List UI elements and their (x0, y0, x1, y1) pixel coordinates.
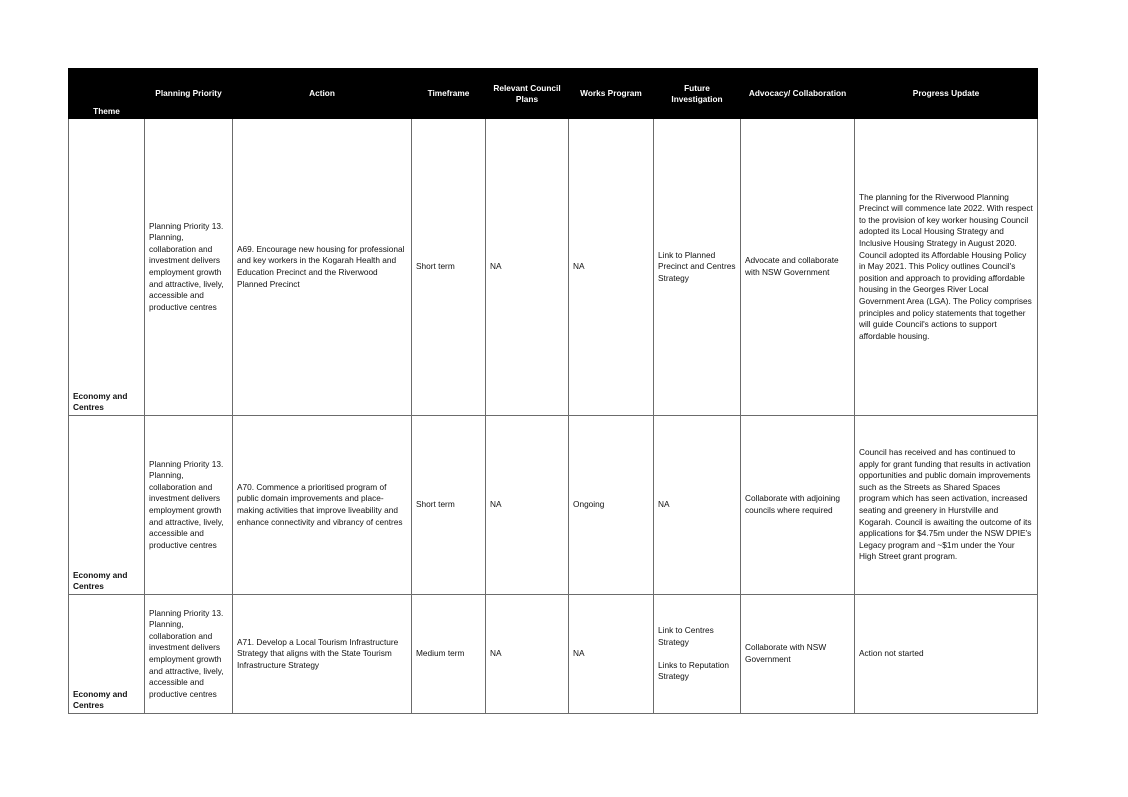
timeframe-cell: Short term (411, 118, 486, 416)
future-investigation-item: Links to Reputation Strategy (658, 659, 730, 682)
header-row: Theme Planning Priority Action Timeframe… (68, 68, 1038, 119)
theme-cell: Economy and Centres (68, 118, 145, 416)
header-planning-priority: Planning Priority (144, 68, 233, 119)
planning-priority-cell: Planning Priority 13. Planning, collabor… (144, 594, 233, 714)
header-relevant-council-plans: Relevant Council Plans (485, 68, 569, 119)
theme-cell: Economy and Centres (68, 415, 145, 595)
timeframe-cell: Short term (411, 415, 486, 595)
progress-update-cell: Action not started (854, 594, 1038, 714)
action-cell: A71. Develop a Local Tourism Infrastruct… (232, 594, 412, 714)
header-theme: Theme (68, 68, 145, 119)
future-investigation-cell: Link to Planned Precinct and Centres Str… (653, 118, 741, 416)
action-cell: A69. Encourage new housing for professio… (232, 118, 412, 416)
future-investigation-item: NA (658, 499, 670, 510)
timeframe-cell: Medium term (411, 594, 486, 714)
relevant-council-plans-cell: NA (485, 118, 569, 416)
future-investigation-item: Link to Planned Precinct and Centres Str… (658, 249, 736, 283)
future-investigation-cell: Link to Centres Strategy Links to Reputa… (653, 594, 741, 714)
table-body: Economy and Centres Planning Priority 13… (68, 118, 1038, 714)
works-program-cell: NA (568, 594, 654, 714)
works-program-cell: Ongoing (568, 415, 654, 595)
header-progress-update: Progress Update (854, 68, 1038, 119)
planning-priority-cell: Planning Priority 13. Planning, collabor… (144, 415, 233, 595)
table-row: Economy and Centres Planning Priority 13… (68, 118, 1038, 416)
theme-cell: Economy and Centres (68, 594, 145, 714)
advocacy-collaboration-cell: Collaborate with adjoining councils wher… (740, 415, 855, 595)
action-cell: A70. Commence a prioritised program of p… (232, 415, 412, 595)
header-works-program: Works Program (568, 68, 654, 119)
relevant-council-plans-cell: NA (485, 415, 569, 595)
header-future-investigation: Future Investigation (653, 68, 741, 119)
relevant-council-plans-cell: NA (485, 594, 569, 714)
table-header: Theme Planning Priority Action Timeframe… (68, 68, 1038, 119)
advocacy-collaboration-cell: Collaborate with NSW Government (740, 594, 855, 714)
table-row: Economy and Centres Planning Priority 13… (68, 415, 1038, 595)
header-advocacy-collaboration: Advocacy/ Collaboration (740, 68, 855, 119)
advocacy-collaboration-cell: Advocate and collaborate with NSW Govern… (740, 118, 855, 416)
header-timeframe: Timeframe (411, 68, 486, 119)
action-plan-table: Theme Planning Priority Action Timeframe… (68, 68, 1038, 714)
planning-priority-cell: Planning Priority 13. Planning, collabor… (144, 118, 233, 416)
table-row: Economy and Centres Planning Priority 13… (68, 594, 1038, 714)
future-investigation-cell: NA (653, 415, 741, 595)
works-program-cell: NA (568, 118, 654, 416)
progress-update-cell: The planning for the Riverwood Planning … (854, 118, 1038, 416)
future-investigation-item: Link to Centres Strategy (658, 625, 714, 647)
progress-update-cell: Council has received and has continued t… (854, 415, 1038, 595)
header-action: Action (232, 68, 412, 119)
